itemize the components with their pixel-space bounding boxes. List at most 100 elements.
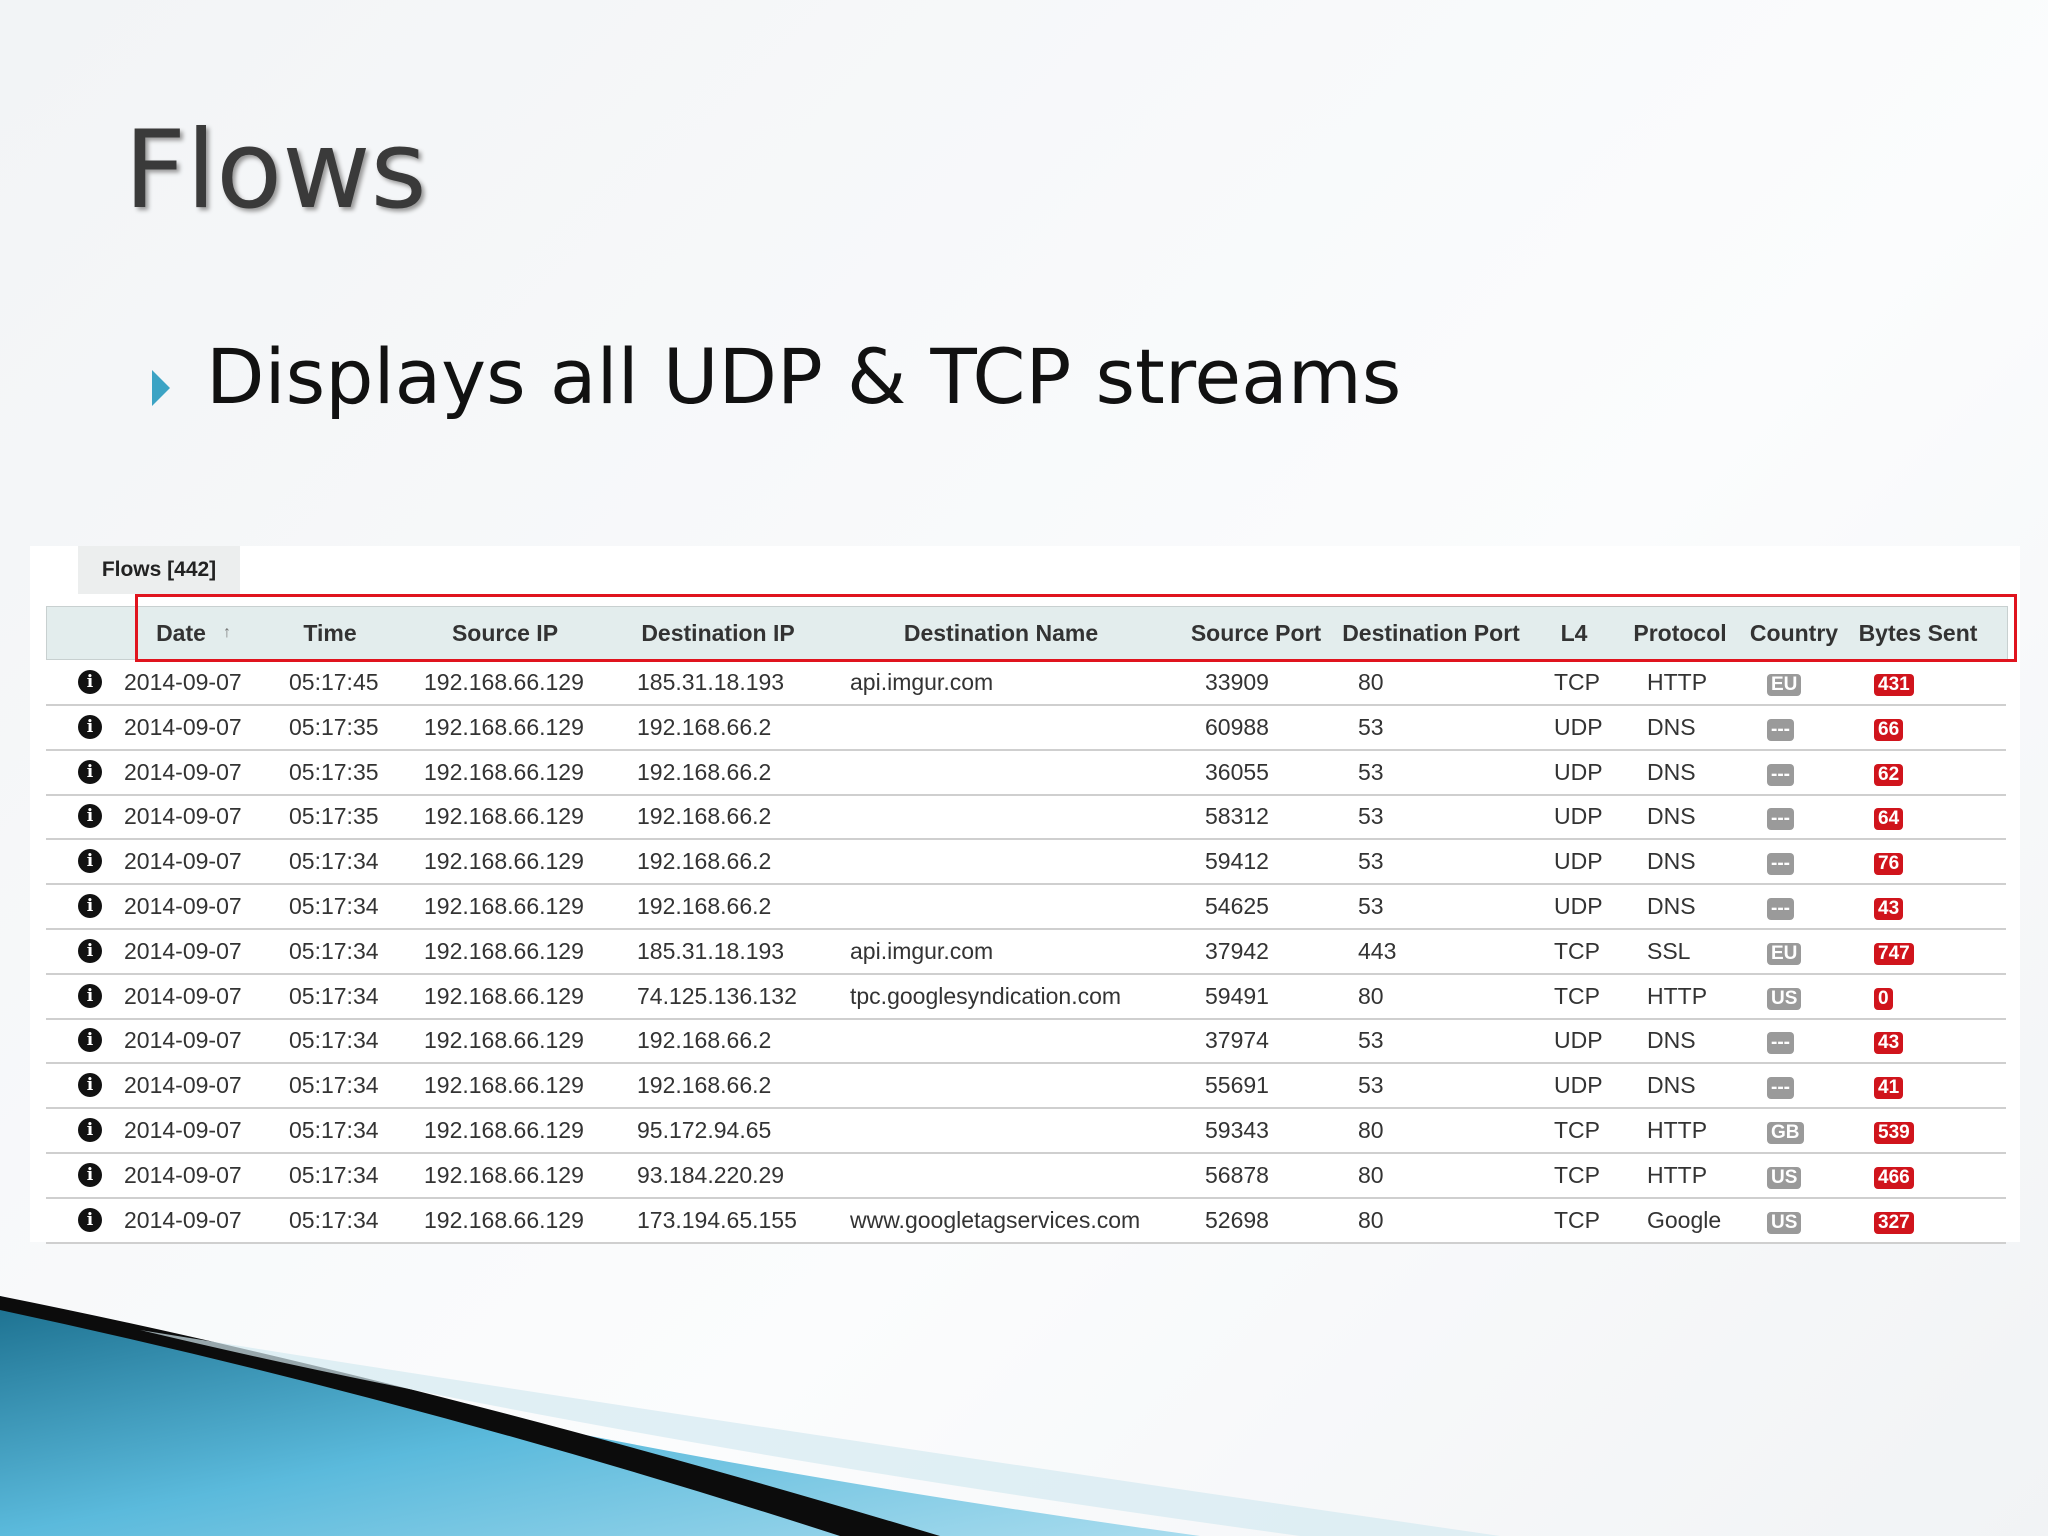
column-header[interactable]: L4 xyxy=(1560,620,1588,646)
info-icon[interactable]: i xyxy=(78,938,102,963)
info-icon[interactable]: i xyxy=(78,1207,102,1232)
table-cell: 41 xyxy=(1874,1063,1904,1107)
table-cell: UDP xyxy=(1554,803,1603,830)
table-cell: --- xyxy=(1767,884,1794,928)
bytes-badge: 327 xyxy=(1874,1211,1914,1234)
table-cell: SSL xyxy=(1647,937,1691,964)
table-cell: 55691 xyxy=(1205,1072,1269,1099)
bytes-badge: 0 xyxy=(1874,987,1893,1010)
table-cell: 327 xyxy=(1874,1198,1914,1242)
table-cell: DNS xyxy=(1647,848,1696,875)
table-cell: TCP xyxy=(1554,669,1600,695)
info-icon[interactable]: i xyxy=(78,849,102,874)
table-cell: 64 xyxy=(1874,794,1904,838)
info-icon[interactable]: i xyxy=(78,1073,102,1098)
table-row: i 2014-09-07 05:17:45 192.168.66.129 185.31.… xyxy=(46,660,2006,706)
table-cell: 80 xyxy=(1358,982,1384,1009)
table-cell: HTTP xyxy=(1647,1117,1708,1143)
table-cell: Google xyxy=(1647,1206,1722,1233)
table-cell: 2014-09-07 xyxy=(124,1206,242,1233)
table-cell: 43 xyxy=(1874,884,1904,928)
table-cell: --- xyxy=(1767,705,1794,749)
table-row: i 2014-09-07 05:17:34 192.168.66.129 95.172.… xyxy=(46,1108,2006,1154)
table-cell: 192.168.66.129 xyxy=(424,1206,584,1233)
bytes-badge: 62 xyxy=(1874,763,1904,786)
table-cell: 52698 xyxy=(1205,1206,1269,1233)
table-cell: UDP xyxy=(1554,1027,1603,1054)
table-cell: 53 xyxy=(1358,1027,1384,1054)
table-cell: TCP xyxy=(1554,1117,1600,1143)
table-cell: 05:17:34 xyxy=(289,937,379,964)
country-badge: --- xyxy=(1767,1032,1794,1055)
info-icon[interactable]: i xyxy=(78,714,102,739)
highlight-box xyxy=(135,594,2017,662)
table-cell: UDP xyxy=(1554,1072,1603,1099)
table-row: i 2014-09-07 05:17:35 192.168.66.129 192.168… xyxy=(46,705,2006,751)
table-cell: 192.168.66.2 xyxy=(637,893,772,919)
column-header[interactable]: Date xyxy=(156,620,206,646)
table-cell: UDP xyxy=(1554,848,1603,875)
column-header[interactable]: Destination IP xyxy=(641,620,795,646)
country-badge: EU xyxy=(1767,942,1802,965)
info-icon[interactable]: i xyxy=(78,1162,102,1187)
column-header[interactable]: Destination Name xyxy=(903,620,1099,646)
column-header[interactable]: Country xyxy=(1749,620,1839,646)
table-cell: 2014-09-07 xyxy=(124,1161,242,1188)
table-cell: api.imgur.com xyxy=(850,669,994,695)
table-cell: 192.168.66.129 xyxy=(424,893,584,919)
table-cell: 80 xyxy=(1358,669,1384,695)
table-cell: US xyxy=(1767,1198,1802,1242)
table-cell: 2014-09-07 xyxy=(124,1117,242,1143)
table-cell: 747 xyxy=(1874,929,1914,973)
column-header[interactable]: Bytes Sent xyxy=(1858,620,1978,646)
column-header[interactable]: Destination Port xyxy=(1342,620,1520,646)
column-header[interactable]: Time xyxy=(303,620,357,646)
tab[interactable]: Flows [442] xyxy=(78,546,240,594)
info-icon[interactable]: i xyxy=(78,1118,102,1142)
table-cell: 56878 xyxy=(1205,1161,1269,1188)
info-icon[interactable]: i xyxy=(78,804,102,829)
table-cell: 80 xyxy=(1358,1117,1384,1143)
country-badge: US xyxy=(1767,1166,1802,1189)
table-cell: 2014-09-07 xyxy=(124,893,242,919)
table-cell: 37974 xyxy=(1205,1027,1269,1054)
column-header[interactable]: Protocol xyxy=(1633,620,1727,646)
info-icon[interactable]: i xyxy=(78,1028,102,1053)
table-cell: HTTP xyxy=(1647,1161,1708,1188)
table-cell: 192.168.66.129 xyxy=(424,1027,584,1054)
table-cell: 2014-09-07 xyxy=(124,848,242,875)
table-cell: 192.168.66.129 xyxy=(424,713,584,740)
column-header[interactable]: Source Port xyxy=(1190,620,1322,646)
table-cell: 05:17:34 xyxy=(289,982,379,1009)
table-cell: 80 xyxy=(1358,1206,1384,1233)
table-cell: 192.168.66.2 xyxy=(637,758,772,785)
table-cell: 185.31.18.193 xyxy=(637,937,785,964)
table-row: i 2014-09-07 05:17:34 192.168.66.129 192.168… xyxy=(46,884,2006,930)
table-cell: DNS xyxy=(1647,803,1696,830)
table-cell: --- xyxy=(1767,1018,1794,1062)
column-header[interactable]: Source IP xyxy=(451,620,559,646)
table-cell: DNS xyxy=(1647,1027,1696,1054)
bytes-badge: 431 xyxy=(1874,674,1914,696)
table-row: i 2014-09-07 05:17:34 192.168.66.129 173.194… xyxy=(46,1198,2006,1244)
info-icon[interactable]: i xyxy=(78,983,102,1008)
info-icon[interactable]: i xyxy=(78,759,102,784)
bytes-badge: 747 xyxy=(1874,942,1914,965)
country-badge: --- xyxy=(1767,853,1794,876)
table-cell: 192.168.66.129 xyxy=(424,803,584,830)
table-cell: 192.168.66.129 xyxy=(424,1117,584,1143)
table-cell: 192.168.66.2 xyxy=(637,1027,772,1054)
table-cell: 466 xyxy=(1874,1153,1914,1197)
info-icon[interactable]: i xyxy=(78,670,102,694)
table-cell: 53 xyxy=(1358,848,1384,875)
info-icon[interactable]: i xyxy=(78,894,102,918)
table-cell: 05:17:34 xyxy=(289,1206,379,1233)
country-badge: --- xyxy=(1767,808,1794,831)
table-cell: 36055 xyxy=(1205,758,1269,785)
table-row: i 2014-09-07 05:17:34 192.168.66.129 93.184.… xyxy=(46,1153,2006,1199)
sort-indicator: ↑ xyxy=(223,624,231,641)
table-cell: UDP xyxy=(1554,758,1603,785)
table-cell: 95.172.94.65 xyxy=(637,1117,772,1143)
